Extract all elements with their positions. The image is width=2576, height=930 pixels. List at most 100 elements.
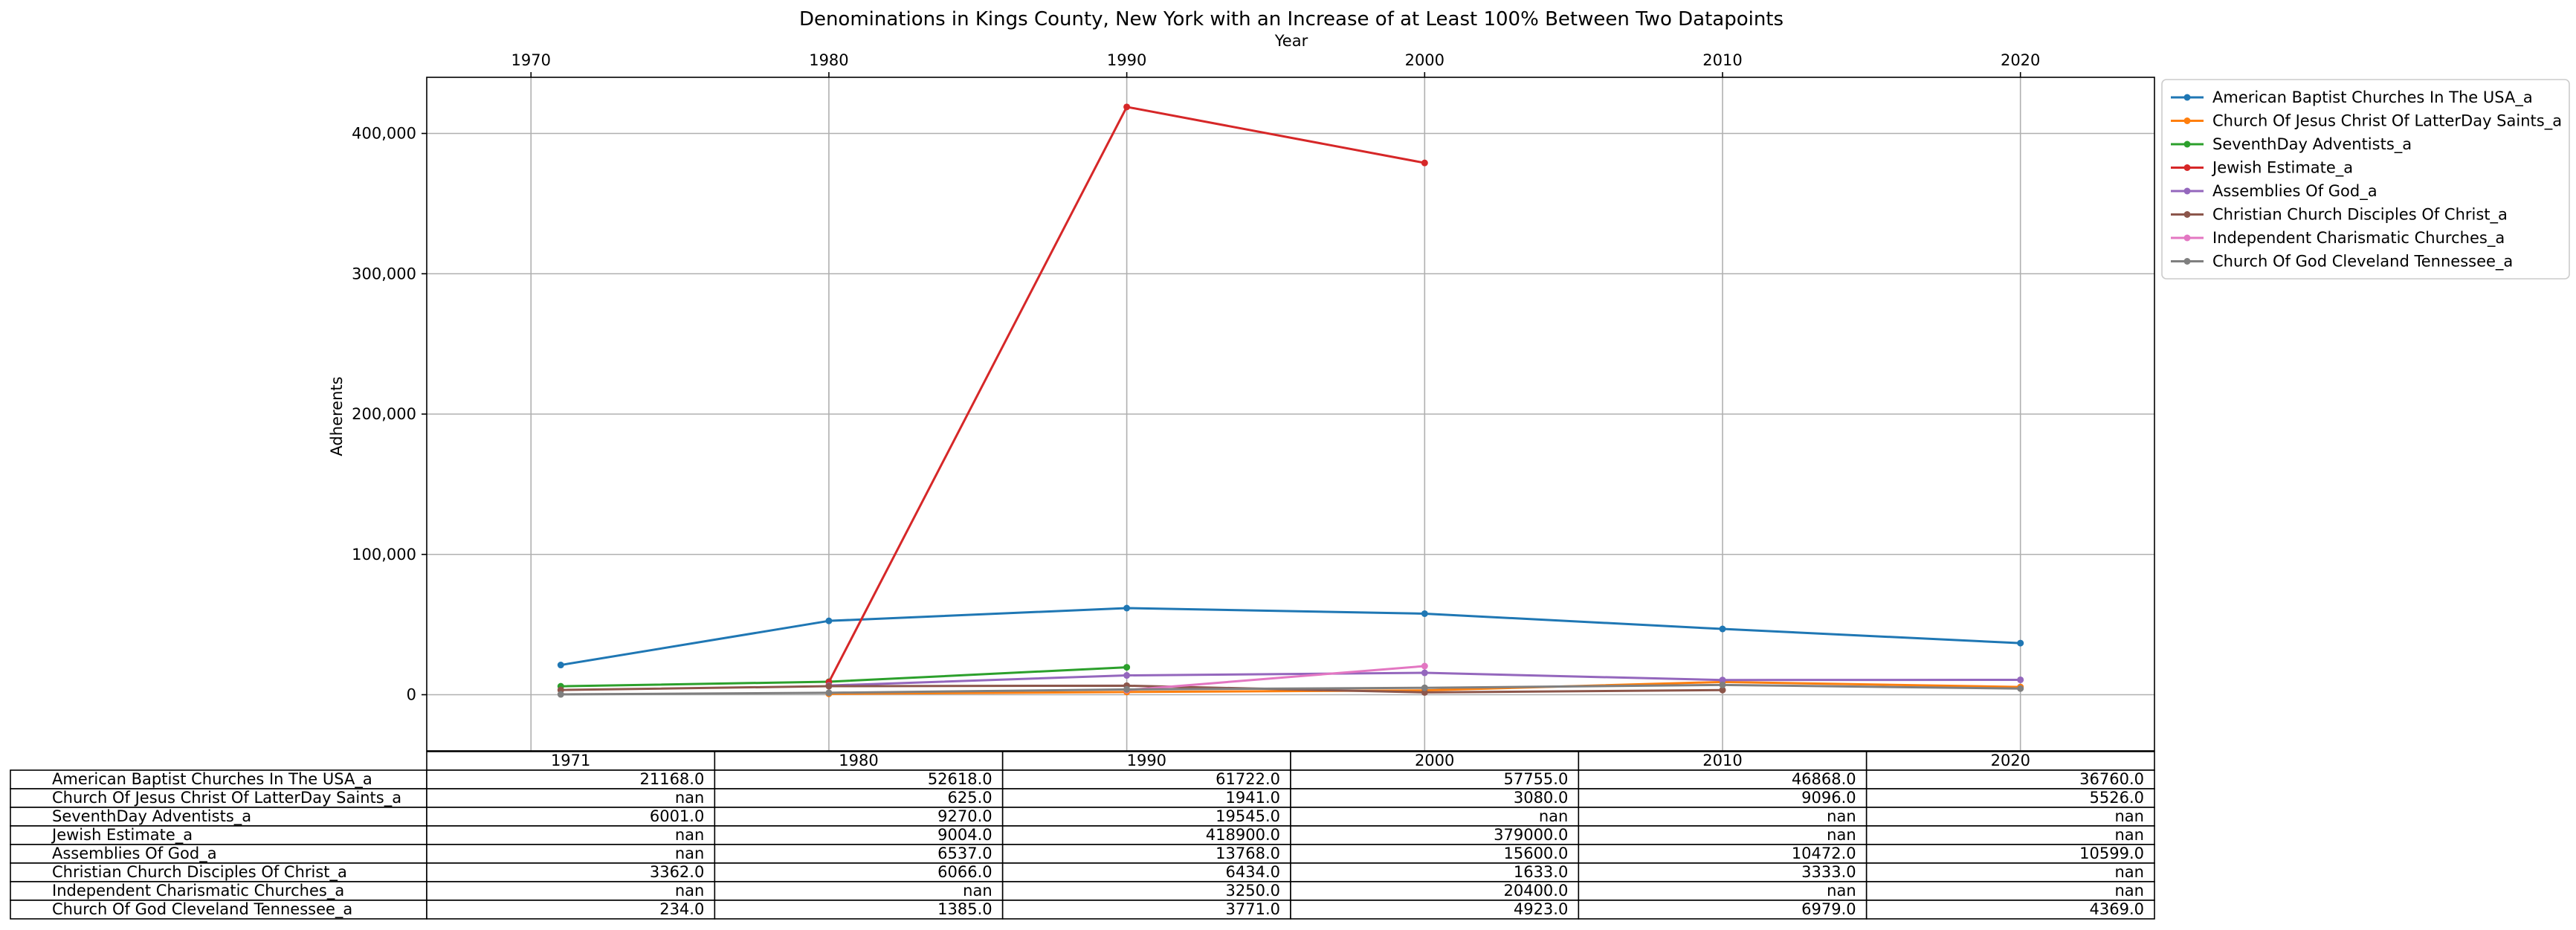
table-cell-value: 10472.0 — [1792, 845, 1856, 862]
legend-marker — [2183, 234, 2191, 242]
table-row: Assemblies Of God_a nan 6537.0 13768.0 15600… — [10, 844, 2155, 864]
table-cell — [1865, 825, 2155, 845]
table-cell-value: nan — [2115, 882, 2145, 900]
legend-label: Jewish Estimate_a — [2211, 159, 2353, 178]
table-cell — [714, 825, 1004, 845]
legend-label: SeventhDay Adventists_a — [2212, 135, 2412, 154]
table-row: SeventhDay Adventists_a 6001.0 9270.0 19545… — [10, 807, 2155, 827]
x-tick-label: 2000 — [1405, 51, 1444, 69]
table-cell — [1578, 807, 1868, 827]
table-cell-value: 3250.0 — [1226, 882, 1280, 900]
data-point — [1123, 604, 1131, 612]
table-cell-value: 21168.0 — [639, 770, 704, 788]
data-point — [557, 662, 564, 669]
table-cell-value: 52618.0 — [928, 770, 992, 788]
table-cell-value: 1633.0 — [1514, 863, 1568, 881]
table-row-label-cell — [10, 788, 427, 808]
legend-marker — [2183, 141, 2191, 148]
table-cell-value: nan — [675, 826, 705, 844]
table-cell — [714, 769, 1004, 789]
table-cell-value: 379000.0 — [1494, 826, 1568, 844]
table-row-label: American Baptist Churches In The USA_a — [52, 770, 372, 789]
table-cell — [1001, 900, 1291, 920]
table-cell — [1001, 844, 1291, 864]
data-point — [1719, 625, 1726, 633]
table-cell-value: 20400.0 — [1503, 882, 1568, 900]
table-cell — [1865, 862, 2155, 882]
table-column-label: 1980 — [839, 752, 878, 769]
data-point — [1421, 610, 1428, 617]
table-cell — [1865, 881, 2155, 901]
series-8 — [557, 681, 2024, 698]
table-cell — [1290, 807, 1580, 827]
x-tick-label: 2010 — [1702, 51, 1742, 69]
table-cell — [1865, 807, 2155, 827]
table-cell-value: 6979.0 — [1801, 900, 1856, 918]
table-cell-value: 36760.0 — [2079, 770, 2144, 788]
table-cell-value: 6537.0 — [937, 845, 992, 862]
table-row-label-cell — [10, 844, 427, 864]
table-row-label: SeventhDay Adventists_a — [52, 807, 251, 826]
y-axis-label: Adherents — [328, 376, 346, 456]
table-row: Church Of God Cleveland Tennessee_a 234.0… — [10, 900, 2155, 920]
table-row-label: Church Of Jesus Christ Of LatterDay Sain… — [52, 789, 401, 807]
table-cell — [714, 844, 1004, 864]
table-cell-value: 4923.0 — [1514, 900, 1568, 918]
table-cell-value: nan — [1827, 826, 1856, 844]
series-line — [561, 607, 2021, 667]
legend-marker — [2183, 164, 2191, 171]
table-cell — [714, 881, 1004, 901]
table-row-label: Jewish Estimate_a — [51, 826, 193, 845]
table-cell-value: 6001.0 — [650, 807, 704, 825]
y-tick-label: 300,000 — [352, 265, 416, 282]
series-line — [561, 683, 2021, 696]
data-point — [1421, 662, 1428, 670]
x-tick-label: 1970 — [511, 51, 551, 69]
table-cell — [714, 900, 1004, 920]
table-cell-value: 3362.0 — [650, 863, 704, 881]
table-cell-value: nan — [2115, 826, 2145, 844]
table-cell — [426, 900, 716, 920]
table-row-label: Church Of God Cleveland Tennessee_a — [52, 900, 352, 919]
table-cell-value: nan — [675, 882, 705, 900]
table-cell — [1865, 900, 2155, 920]
table-cell-value: nan — [2115, 863, 2145, 881]
grid-lines — [427, 77, 2154, 751]
data-point — [2017, 639, 2024, 647]
legend-marker — [2183, 211, 2191, 218]
y-tick-label: 400,000 — [352, 125, 416, 143]
table-cell — [426, 788, 716, 808]
table-cell-value: nan — [1539, 807, 1569, 825]
table-cell-value: nan — [963, 882, 992, 900]
table-cell-value: 625.0 — [948, 789, 992, 807]
legend-marker — [2183, 117, 2191, 124]
table-cell-value: 61722.0 — [1216, 770, 1280, 788]
data-point — [1719, 681, 1726, 688]
x-tick-label: 1990 — [1107, 51, 1146, 69]
table-header-cell — [1001, 751, 1291, 771]
table-header-cell — [1578, 751, 1868, 771]
table-cell-value: 3771.0 — [1226, 900, 1280, 918]
legend-label: American Baptist Churches In The USA_a — [2212, 88, 2533, 107]
legend-item: Church Of Jesus Christ Of LatterDay Sain… — [2171, 112, 2562, 131]
data-point — [1123, 664, 1131, 671]
legend-marker — [2183, 187, 2191, 195]
table-cell-value: 234.0 — [659, 900, 704, 918]
table-cell-value: 6066.0 — [937, 863, 992, 881]
table-cell-value: 10599.0 — [2079, 845, 2144, 862]
table-cell-value: 9096.0 — [1801, 789, 1856, 807]
data-point — [825, 689, 833, 697]
table-column-label: 2000 — [1415, 752, 1454, 769]
table-cell — [1865, 769, 2155, 789]
legend-item: Christian Church Disciples Of Christ_a — [2171, 206, 2508, 225]
x-axis-label: Year — [1274, 32, 1308, 50]
legend-label: Church Of God Cleveland Tennessee_a — [2212, 253, 2513, 271]
table-column-label: 2020 — [1991, 752, 2030, 769]
data-point — [2017, 685, 2024, 692]
table-cell-value: nan — [675, 789, 705, 807]
table-row-label-cell — [10, 881, 427, 901]
table-cell-value: nan — [675, 845, 705, 862]
table-cell — [1865, 788, 2155, 808]
data-point — [1123, 103, 1131, 111]
table-cell-value: 418900.0 — [1206, 826, 1280, 844]
